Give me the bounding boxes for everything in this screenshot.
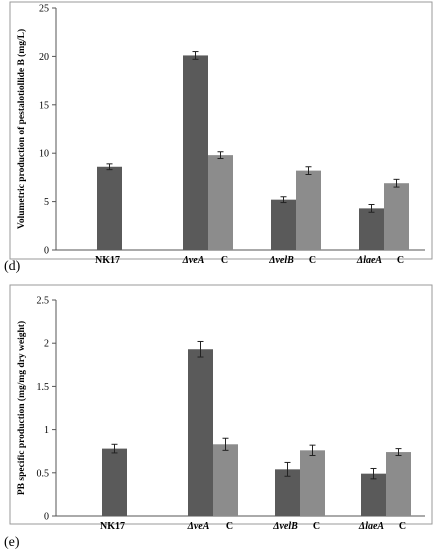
complement-label: C — [221, 255, 228, 266]
bar-ΔvelB-complement — [300, 450, 325, 516]
panel-tag: (d) — [4, 259, 21, 274]
complement-label: C — [309, 255, 316, 266]
category-label: NK17 — [95, 255, 120, 266]
category-label: ΔvelB — [272, 521, 298, 532]
complement-label: C — [399, 521, 406, 532]
y-tick-label: 0.5 — [37, 468, 50, 479]
bar-ΔlaeA — [359, 208, 384, 250]
category-label: ΔlaeA — [358, 521, 384, 532]
bar-ΔlaeA — [361, 473, 386, 516]
category-label: ΔveA — [187, 521, 210, 532]
bar-ΔveA-complement — [213, 444, 238, 516]
bar-ΔveA — [183, 55, 208, 250]
bar-NK17 — [102, 448, 127, 516]
panel-tag: (e) — [4, 535, 20, 550]
y-tick-label: 1 — [44, 425, 49, 436]
y-tick-label: 10 — [39, 149, 49, 160]
y-tick-label: 20 — [39, 52, 49, 63]
bar-ΔveA-complement — [208, 155, 233, 250]
bar-ΔlaeA-complement — [384, 183, 409, 250]
y-axis-label: PB specific production (mg/mg dry weight… — [16, 321, 27, 495]
category-label: NK17 — [100, 521, 125, 532]
bar-ΔlaeA-complement — [386, 452, 411, 516]
bar-ΔvelB — [275, 469, 300, 516]
bar-ΔvelB — [271, 199, 296, 250]
y-tick-label: 15 — [39, 100, 49, 111]
panel-frame — [9, 284, 433, 525]
y-tick-label: 0 — [44, 512, 49, 523]
category-label: ΔveA — [182, 255, 205, 266]
complement-label: C — [226, 521, 233, 532]
bar-ΔveA — [188, 349, 213, 516]
y-tick-label: 5 — [44, 197, 49, 208]
complement-label: C — [397, 255, 404, 266]
bar-NK17 — [97, 166, 122, 250]
y-tick-label: 1.5 — [37, 382, 50, 393]
y-axis-label: Volumetric production of pestalotiollide… — [16, 29, 27, 229]
complement-label: C — [313, 521, 320, 532]
y-tick-label: 0 — [44, 246, 49, 257]
panel-e: 0 0.5 1 1.5 2 2.5 PB specific production (mg/m… — [4, 284, 433, 550]
category-label: ΔlaeA — [356, 255, 382, 266]
panel-d: 0 5 10 15 20 25 Volumetric production of pesta… — [4, 1, 433, 274]
y-tick-label: 25 — [39, 4, 49, 15]
category-label: ΔvelB — [268, 255, 294, 266]
y-tick-label: 2 — [44, 339, 49, 350]
y-tick-label: 2.5 — [37, 296, 50, 307]
bar-ΔvelB-complement — [296, 170, 321, 250]
panel-frame — [9, 1, 433, 260]
